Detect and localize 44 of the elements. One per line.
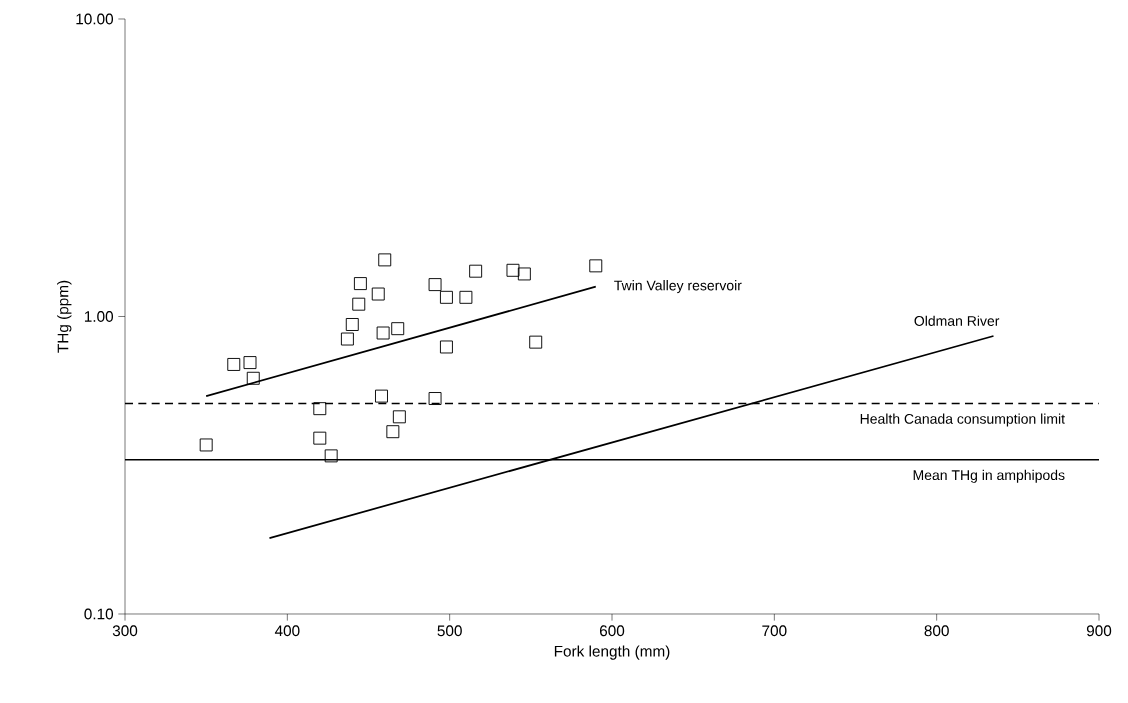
point <box>439 290 453 304</box>
point <box>227 357 241 371</box>
point <box>439 340 453 354</box>
y-tick-label: 10.00 <box>76 13 114 25</box>
y-tick-label: 0.10 <box>84 608 114 620</box>
point <box>375 389 388 403</box>
y-tick-label: 1.00 <box>84 311 114 322</box>
point <box>313 402 327 416</box>
point <box>199 438 213 452</box>
point <box>246 371 260 385</box>
point <box>340 332 354 346</box>
x-tick-label: 700 <box>762 625 787 637</box>
point <box>506 263 520 277</box>
point <box>378 253 392 267</box>
point <box>386 425 400 439</box>
point <box>517 267 531 281</box>
ref-line-label: Mean THg in amphipods <box>913 469 1065 483</box>
point <box>428 278 442 292</box>
y-axis-title: THg (ppm) <box>57 280 72 353</box>
point <box>391 322 405 336</box>
point <box>459 290 473 304</box>
point <box>353 277 367 291</box>
point <box>313 431 327 445</box>
x-tick-label: 900 <box>1086 625 1112 637</box>
point <box>352 297 366 311</box>
x-tick-label: 500 <box>437 625 462 637</box>
series-label: Twin Valley reservoir <box>614 280 742 294</box>
x-tick-label: 400 <box>274 625 300 637</box>
x-tick-label: 300 <box>112 625 138 637</box>
point <box>376 326 390 340</box>
point <box>324 449 338 463</box>
point <box>589 259 603 273</box>
point <box>428 392 442 405</box>
x-tick-label: 800 <box>924 625 949 637</box>
x-tick-label: 600 <box>599 625 625 637</box>
point <box>345 318 359 331</box>
series-label: Oldman River <box>914 315 1000 326</box>
point <box>243 356 257 370</box>
point <box>469 264 483 278</box>
ref-line-label: Health Canada consumption limit <box>860 413 1065 427</box>
point <box>392 410 406 424</box>
x-axis-title: Fork length (mm) <box>554 645 670 660</box>
point <box>529 335 543 349</box>
point <box>371 287 385 301</box>
